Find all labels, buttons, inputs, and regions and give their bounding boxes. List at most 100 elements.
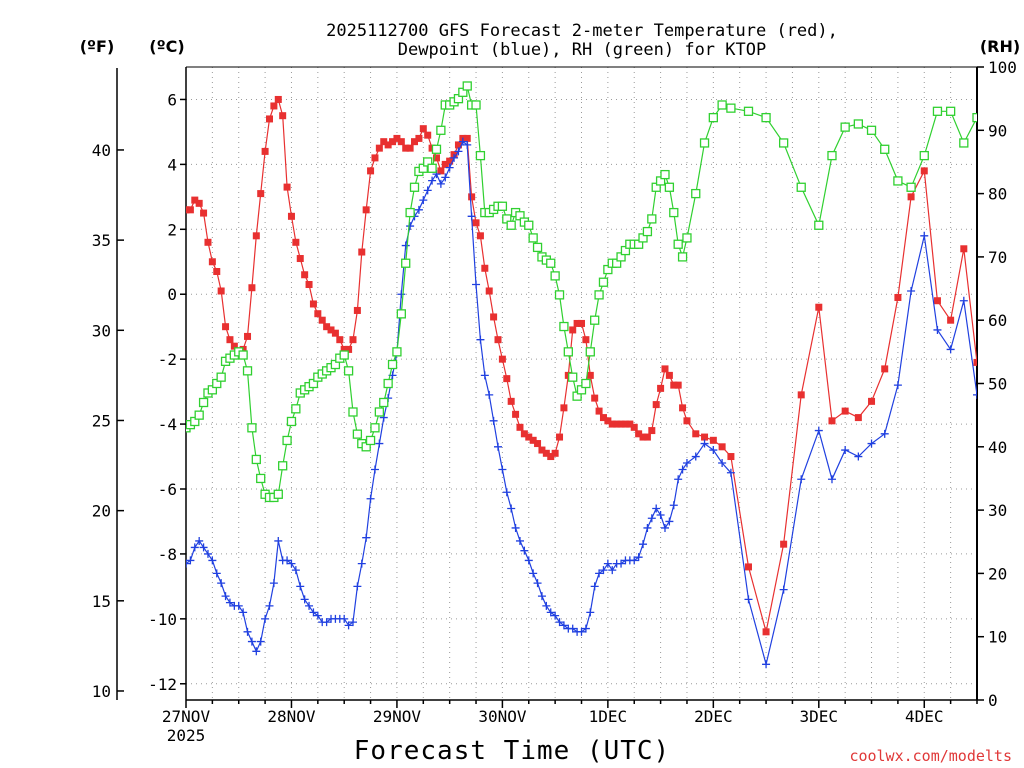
data-point xyxy=(370,465,379,474)
data-point xyxy=(362,533,371,542)
data-point xyxy=(186,559,190,568)
data-point xyxy=(581,624,590,633)
data-point xyxy=(555,618,564,627)
data-point xyxy=(907,193,915,201)
data-point xyxy=(595,569,604,578)
data-point xyxy=(515,536,524,545)
data-point xyxy=(692,430,700,438)
data-point xyxy=(252,647,261,656)
x-tick-label: 27NOV xyxy=(162,707,211,726)
data-point xyxy=(639,540,648,549)
data-point xyxy=(814,220,824,230)
series-line xyxy=(186,84,977,498)
data-point xyxy=(880,144,890,154)
data-point xyxy=(462,81,472,91)
data-point xyxy=(568,372,578,382)
rh-tick-label: 40 xyxy=(988,438,1007,457)
data-point xyxy=(251,454,261,465)
data-point xyxy=(726,468,735,477)
data-point xyxy=(436,125,446,135)
data-point xyxy=(415,134,423,142)
data-point xyxy=(446,157,454,165)
data-point xyxy=(551,611,560,620)
data-point xyxy=(577,627,586,636)
data-point xyxy=(608,420,616,428)
data-point xyxy=(683,417,691,425)
data-point xyxy=(467,212,476,221)
data-point xyxy=(208,258,216,266)
data-point xyxy=(384,141,392,149)
data-point xyxy=(472,280,481,289)
fahrenheit-axis-unit: (ºF) xyxy=(80,37,115,56)
data-point xyxy=(375,439,384,448)
data-point xyxy=(630,423,638,431)
data-point xyxy=(506,220,516,230)
data-point xyxy=(841,446,850,455)
series-2-meter-temperature xyxy=(186,95,977,636)
data-point xyxy=(265,601,274,610)
data-point xyxy=(682,459,691,468)
data-point xyxy=(270,102,278,110)
data-point xyxy=(269,579,278,588)
data-point xyxy=(933,297,941,305)
data-point xyxy=(701,433,709,441)
data-point xyxy=(520,430,528,438)
data-point xyxy=(511,523,520,532)
data-point xyxy=(669,501,678,510)
x-tick-sublabel: 2025 xyxy=(167,726,206,745)
data-point xyxy=(450,153,459,162)
data-point xyxy=(475,150,486,161)
data-point xyxy=(216,372,226,382)
data-point xyxy=(674,381,682,389)
data-point xyxy=(893,176,903,186)
data-point xyxy=(960,245,968,253)
data-point xyxy=(744,595,753,604)
data-point xyxy=(563,347,573,357)
data-point xyxy=(273,489,283,499)
data-point xyxy=(665,371,673,379)
data-point xyxy=(195,199,203,207)
celsius-tick-label: -6 xyxy=(158,480,177,499)
data-point xyxy=(222,323,230,331)
data-point xyxy=(647,214,657,224)
data-point xyxy=(868,397,876,405)
data-point xyxy=(673,239,683,249)
data-point xyxy=(247,637,256,646)
data-point xyxy=(524,556,533,565)
data-point xyxy=(700,439,709,448)
data-point xyxy=(647,514,656,523)
data-point xyxy=(599,566,608,575)
data-point xyxy=(392,347,402,357)
data-point xyxy=(242,366,253,376)
celsius-tick-label: -2 xyxy=(158,350,177,369)
data-point xyxy=(507,504,516,513)
data-point xyxy=(568,624,577,633)
data-point xyxy=(586,608,595,617)
data-point xyxy=(660,523,669,532)
data-point xyxy=(547,453,555,461)
data-point xyxy=(534,440,542,448)
data-point xyxy=(234,601,243,610)
data-point xyxy=(287,559,296,568)
rh-tick-label: 70 xyxy=(988,248,1007,267)
data-point xyxy=(291,566,300,575)
rh-tick-label: 90 xyxy=(988,121,1007,140)
data-point xyxy=(494,442,503,451)
data-point xyxy=(336,336,344,344)
data-point xyxy=(594,290,604,300)
chart-title-line-2: Dewpoint (blue), RH (green) for KTOP xyxy=(398,40,766,60)
series-dewpoint xyxy=(186,137,977,669)
data-point xyxy=(554,290,565,300)
data-point xyxy=(200,209,208,217)
data-point xyxy=(309,608,318,617)
data-point xyxy=(669,207,679,218)
data-point xyxy=(389,138,397,146)
x-tick-label: 4DEC xyxy=(905,707,944,726)
data-point xyxy=(581,378,591,389)
data-point xyxy=(560,404,568,412)
x-tick-label: 28NOV xyxy=(267,707,316,726)
data-point xyxy=(490,313,498,321)
data-point xyxy=(529,436,537,444)
data-point xyxy=(525,433,533,441)
data-point xyxy=(471,100,481,110)
